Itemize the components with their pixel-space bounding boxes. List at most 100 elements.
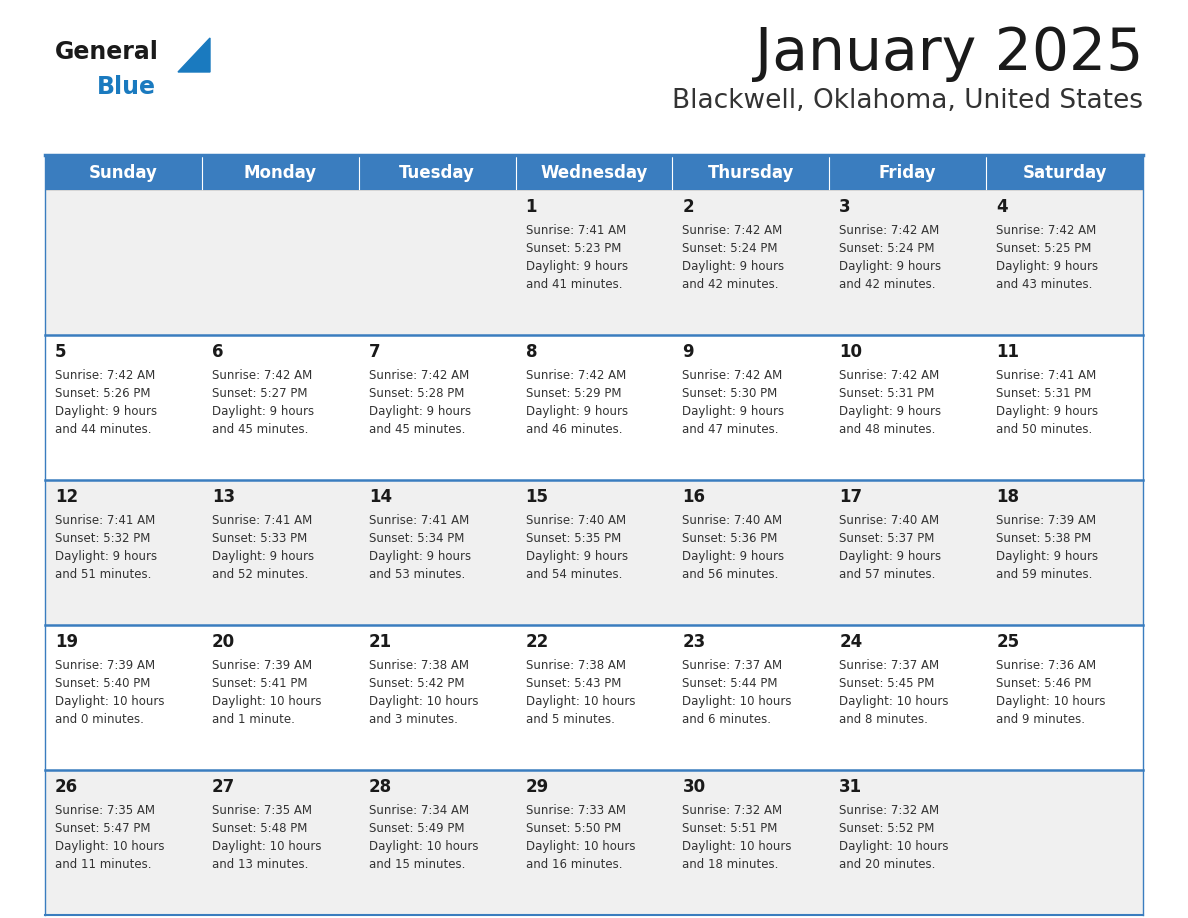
- Bar: [202, 155, 359, 190]
- Text: and 50 minutes.: and 50 minutes.: [997, 423, 1093, 436]
- Text: and 59 minutes.: and 59 minutes.: [997, 568, 1093, 581]
- Text: Daylight: 9 hours: Daylight: 9 hours: [997, 260, 1098, 273]
- Text: 13: 13: [211, 488, 235, 506]
- Bar: [45, 335, 1143, 480]
- Text: 4: 4: [997, 198, 1007, 216]
- Text: and 54 minutes.: and 54 minutes.: [525, 568, 623, 581]
- Text: Sunrise: 7:39 AM: Sunrise: 7:39 AM: [55, 659, 156, 672]
- Text: Sunrise: 7:41 AM: Sunrise: 7:41 AM: [55, 514, 156, 527]
- Text: and 45 minutes.: and 45 minutes.: [368, 423, 465, 436]
- Text: Daylight: 9 hours: Daylight: 9 hours: [839, 260, 941, 273]
- Text: Sunset: 5:34 PM: Sunset: 5:34 PM: [368, 532, 465, 545]
- Bar: [829, 155, 986, 190]
- Text: Sunset: 5:52 PM: Sunset: 5:52 PM: [839, 822, 935, 835]
- Text: Saturday: Saturday: [1023, 163, 1107, 182]
- Text: Sunrise: 7:40 AM: Sunrise: 7:40 AM: [525, 514, 626, 527]
- Text: Sunrise: 7:42 AM: Sunrise: 7:42 AM: [839, 369, 940, 382]
- Text: Sunrise: 7:32 AM: Sunrise: 7:32 AM: [839, 804, 940, 817]
- Text: 27: 27: [211, 778, 235, 796]
- Text: and 41 minutes.: and 41 minutes.: [525, 278, 623, 291]
- Bar: [45, 770, 1143, 915]
- Text: and 42 minutes.: and 42 minutes.: [682, 278, 779, 291]
- Text: Sunrise: 7:34 AM: Sunrise: 7:34 AM: [368, 804, 469, 817]
- Text: 15: 15: [525, 488, 549, 506]
- Text: 16: 16: [682, 488, 706, 506]
- Text: Sunset: 5:46 PM: Sunset: 5:46 PM: [997, 677, 1092, 690]
- Text: Sunset: 5:42 PM: Sunset: 5:42 PM: [368, 677, 465, 690]
- Text: Daylight: 9 hours: Daylight: 9 hours: [525, 260, 627, 273]
- Text: Sunset: 5:48 PM: Sunset: 5:48 PM: [211, 822, 308, 835]
- Text: Sunset: 5:47 PM: Sunset: 5:47 PM: [55, 822, 151, 835]
- Text: Daylight: 9 hours: Daylight: 9 hours: [211, 550, 314, 563]
- Text: Sunrise: 7:36 AM: Sunrise: 7:36 AM: [997, 659, 1097, 672]
- Text: Sunrise: 7:42 AM: Sunrise: 7:42 AM: [682, 369, 783, 382]
- Text: 9: 9: [682, 343, 694, 361]
- Text: 29: 29: [525, 778, 549, 796]
- Text: Sunset: 5:50 PM: Sunset: 5:50 PM: [525, 822, 621, 835]
- Polygon shape: [178, 38, 210, 72]
- Text: Sunrise: 7:32 AM: Sunrise: 7:32 AM: [682, 804, 783, 817]
- Text: 1: 1: [525, 198, 537, 216]
- Text: 22: 22: [525, 633, 549, 651]
- Text: and 45 minutes.: and 45 minutes.: [211, 423, 308, 436]
- Text: Daylight: 10 hours: Daylight: 10 hours: [525, 695, 636, 708]
- Text: Sunset: 5:51 PM: Sunset: 5:51 PM: [682, 822, 778, 835]
- Text: Sunset: 5:41 PM: Sunset: 5:41 PM: [211, 677, 308, 690]
- Text: Sunrise: 7:42 AM: Sunrise: 7:42 AM: [211, 369, 312, 382]
- Text: 18: 18: [997, 488, 1019, 506]
- Text: Daylight: 9 hours: Daylight: 9 hours: [211, 405, 314, 418]
- Text: Sunset: 5:38 PM: Sunset: 5:38 PM: [997, 532, 1092, 545]
- Text: Daylight: 9 hours: Daylight: 9 hours: [55, 550, 157, 563]
- Text: and 16 minutes.: and 16 minutes.: [525, 858, 623, 871]
- Text: 5: 5: [55, 343, 67, 361]
- Text: and 8 minutes.: and 8 minutes.: [839, 713, 928, 726]
- Text: Daylight: 9 hours: Daylight: 9 hours: [997, 550, 1098, 563]
- Text: and 48 minutes.: and 48 minutes.: [839, 423, 936, 436]
- Text: 17: 17: [839, 488, 862, 506]
- Text: Daylight: 10 hours: Daylight: 10 hours: [55, 840, 164, 853]
- Text: Sunset: 5:44 PM: Sunset: 5:44 PM: [682, 677, 778, 690]
- Text: and 51 minutes.: and 51 minutes.: [55, 568, 151, 581]
- Text: and 1 minute.: and 1 minute.: [211, 713, 295, 726]
- Text: Sunset: 5:43 PM: Sunset: 5:43 PM: [525, 677, 621, 690]
- Text: Sunrise: 7:41 AM: Sunrise: 7:41 AM: [997, 369, 1097, 382]
- Text: 21: 21: [368, 633, 392, 651]
- Text: Sunset: 5:49 PM: Sunset: 5:49 PM: [368, 822, 465, 835]
- Text: Sunrise: 7:41 AM: Sunrise: 7:41 AM: [211, 514, 312, 527]
- Text: Sunset: 5:24 PM: Sunset: 5:24 PM: [682, 242, 778, 255]
- Text: and 57 minutes.: and 57 minutes.: [839, 568, 936, 581]
- Text: 3: 3: [839, 198, 851, 216]
- Text: 25: 25: [997, 633, 1019, 651]
- Text: Sunrise: 7:39 AM: Sunrise: 7:39 AM: [997, 514, 1097, 527]
- Text: and 42 minutes.: and 42 minutes.: [839, 278, 936, 291]
- Text: Sunrise: 7:39 AM: Sunrise: 7:39 AM: [211, 659, 312, 672]
- Text: Daylight: 9 hours: Daylight: 9 hours: [525, 405, 627, 418]
- Text: and 13 minutes.: and 13 minutes.: [211, 858, 308, 871]
- Text: 10: 10: [839, 343, 862, 361]
- Text: Daylight: 9 hours: Daylight: 9 hours: [682, 550, 784, 563]
- Text: and 15 minutes.: and 15 minutes.: [368, 858, 465, 871]
- Text: and 20 minutes.: and 20 minutes.: [839, 858, 936, 871]
- Text: Thursday: Thursday: [708, 163, 794, 182]
- Text: Daylight: 9 hours: Daylight: 9 hours: [368, 550, 470, 563]
- Text: 11: 11: [997, 343, 1019, 361]
- Text: Sunrise: 7:41 AM: Sunrise: 7:41 AM: [368, 514, 469, 527]
- Text: Daylight: 9 hours: Daylight: 9 hours: [368, 405, 470, 418]
- Text: General: General: [55, 40, 159, 64]
- Text: Daylight: 10 hours: Daylight: 10 hours: [682, 840, 792, 853]
- Text: Sunset: 5:40 PM: Sunset: 5:40 PM: [55, 677, 151, 690]
- Text: Daylight: 10 hours: Daylight: 10 hours: [368, 840, 479, 853]
- Text: and 18 minutes.: and 18 minutes.: [682, 858, 779, 871]
- Text: and 9 minutes.: and 9 minutes.: [997, 713, 1085, 726]
- Text: and 3 minutes.: and 3 minutes.: [368, 713, 457, 726]
- Bar: [45, 155, 202, 190]
- Bar: [516, 155, 672, 190]
- Text: and 6 minutes.: and 6 minutes.: [682, 713, 771, 726]
- Text: Sunrise: 7:42 AM: Sunrise: 7:42 AM: [997, 224, 1097, 237]
- Text: Monday: Monday: [244, 163, 317, 182]
- Text: and 43 minutes.: and 43 minutes.: [997, 278, 1093, 291]
- Text: Blue: Blue: [97, 75, 156, 99]
- Text: and 5 minutes.: and 5 minutes.: [525, 713, 614, 726]
- Text: and 56 minutes.: and 56 minutes.: [682, 568, 779, 581]
- Text: 6: 6: [211, 343, 223, 361]
